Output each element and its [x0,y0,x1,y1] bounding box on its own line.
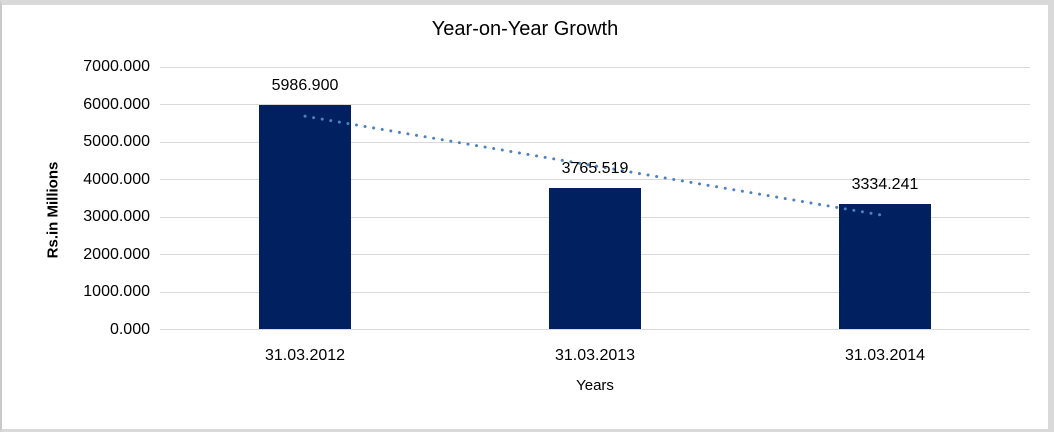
bar-data-label: 5986.900 [271,76,339,94]
x-category-label: 31.03.2013 [554,347,636,364]
x-axis-title: Years [576,377,614,394]
x-category-label: 31.03.2012 [264,347,346,364]
gridline [160,104,1030,105]
bar [839,204,931,330]
chart-title: Year-on-Year Growth [431,18,619,40]
bar [259,104,351,330]
bar-data-label: 3765.519 [561,160,629,178]
y-tick-label: 7000.000 [83,58,150,75]
bar-data-label: 3334.241 [851,176,919,194]
y-tick-label: 6000.000 [83,95,150,113]
gridline [160,329,1030,330]
y-tick-label: 3000.000 [83,208,150,225]
y-tick-label: 2000.000 [83,245,150,263]
y-tick-label: 5000.000 [83,133,150,150]
y-tick-label: 1000.000 [83,283,150,300]
y-tick-label: 0.000 [109,320,150,338]
bar [549,188,641,330]
y-tick-label: 4000.000 [83,170,150,188]
gridline [160,66,1030,68]
x-category-label: 31.03.2014 [844,347,926,364]
